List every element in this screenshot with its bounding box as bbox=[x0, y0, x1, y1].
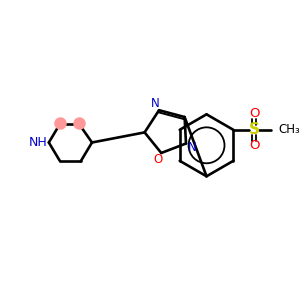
Text: N: N bbox=[188, 141, 197, 154]
Text: NH: NH bbox=[29, 136, 48, 149]
Text: O: O bbox=[154, 153, 163, 166]
Text: CH₃: CH₃ bbox=[278, 123, 300, 136]
Text: N: N bbox=[151, 97, 160, 110]
Text: S: S bbox=[248, 122, 260, 137]
Text: O: O bbox=[249, 107, 259, 120]
Text: O: O bbox=[249, 139, 259, 152]
